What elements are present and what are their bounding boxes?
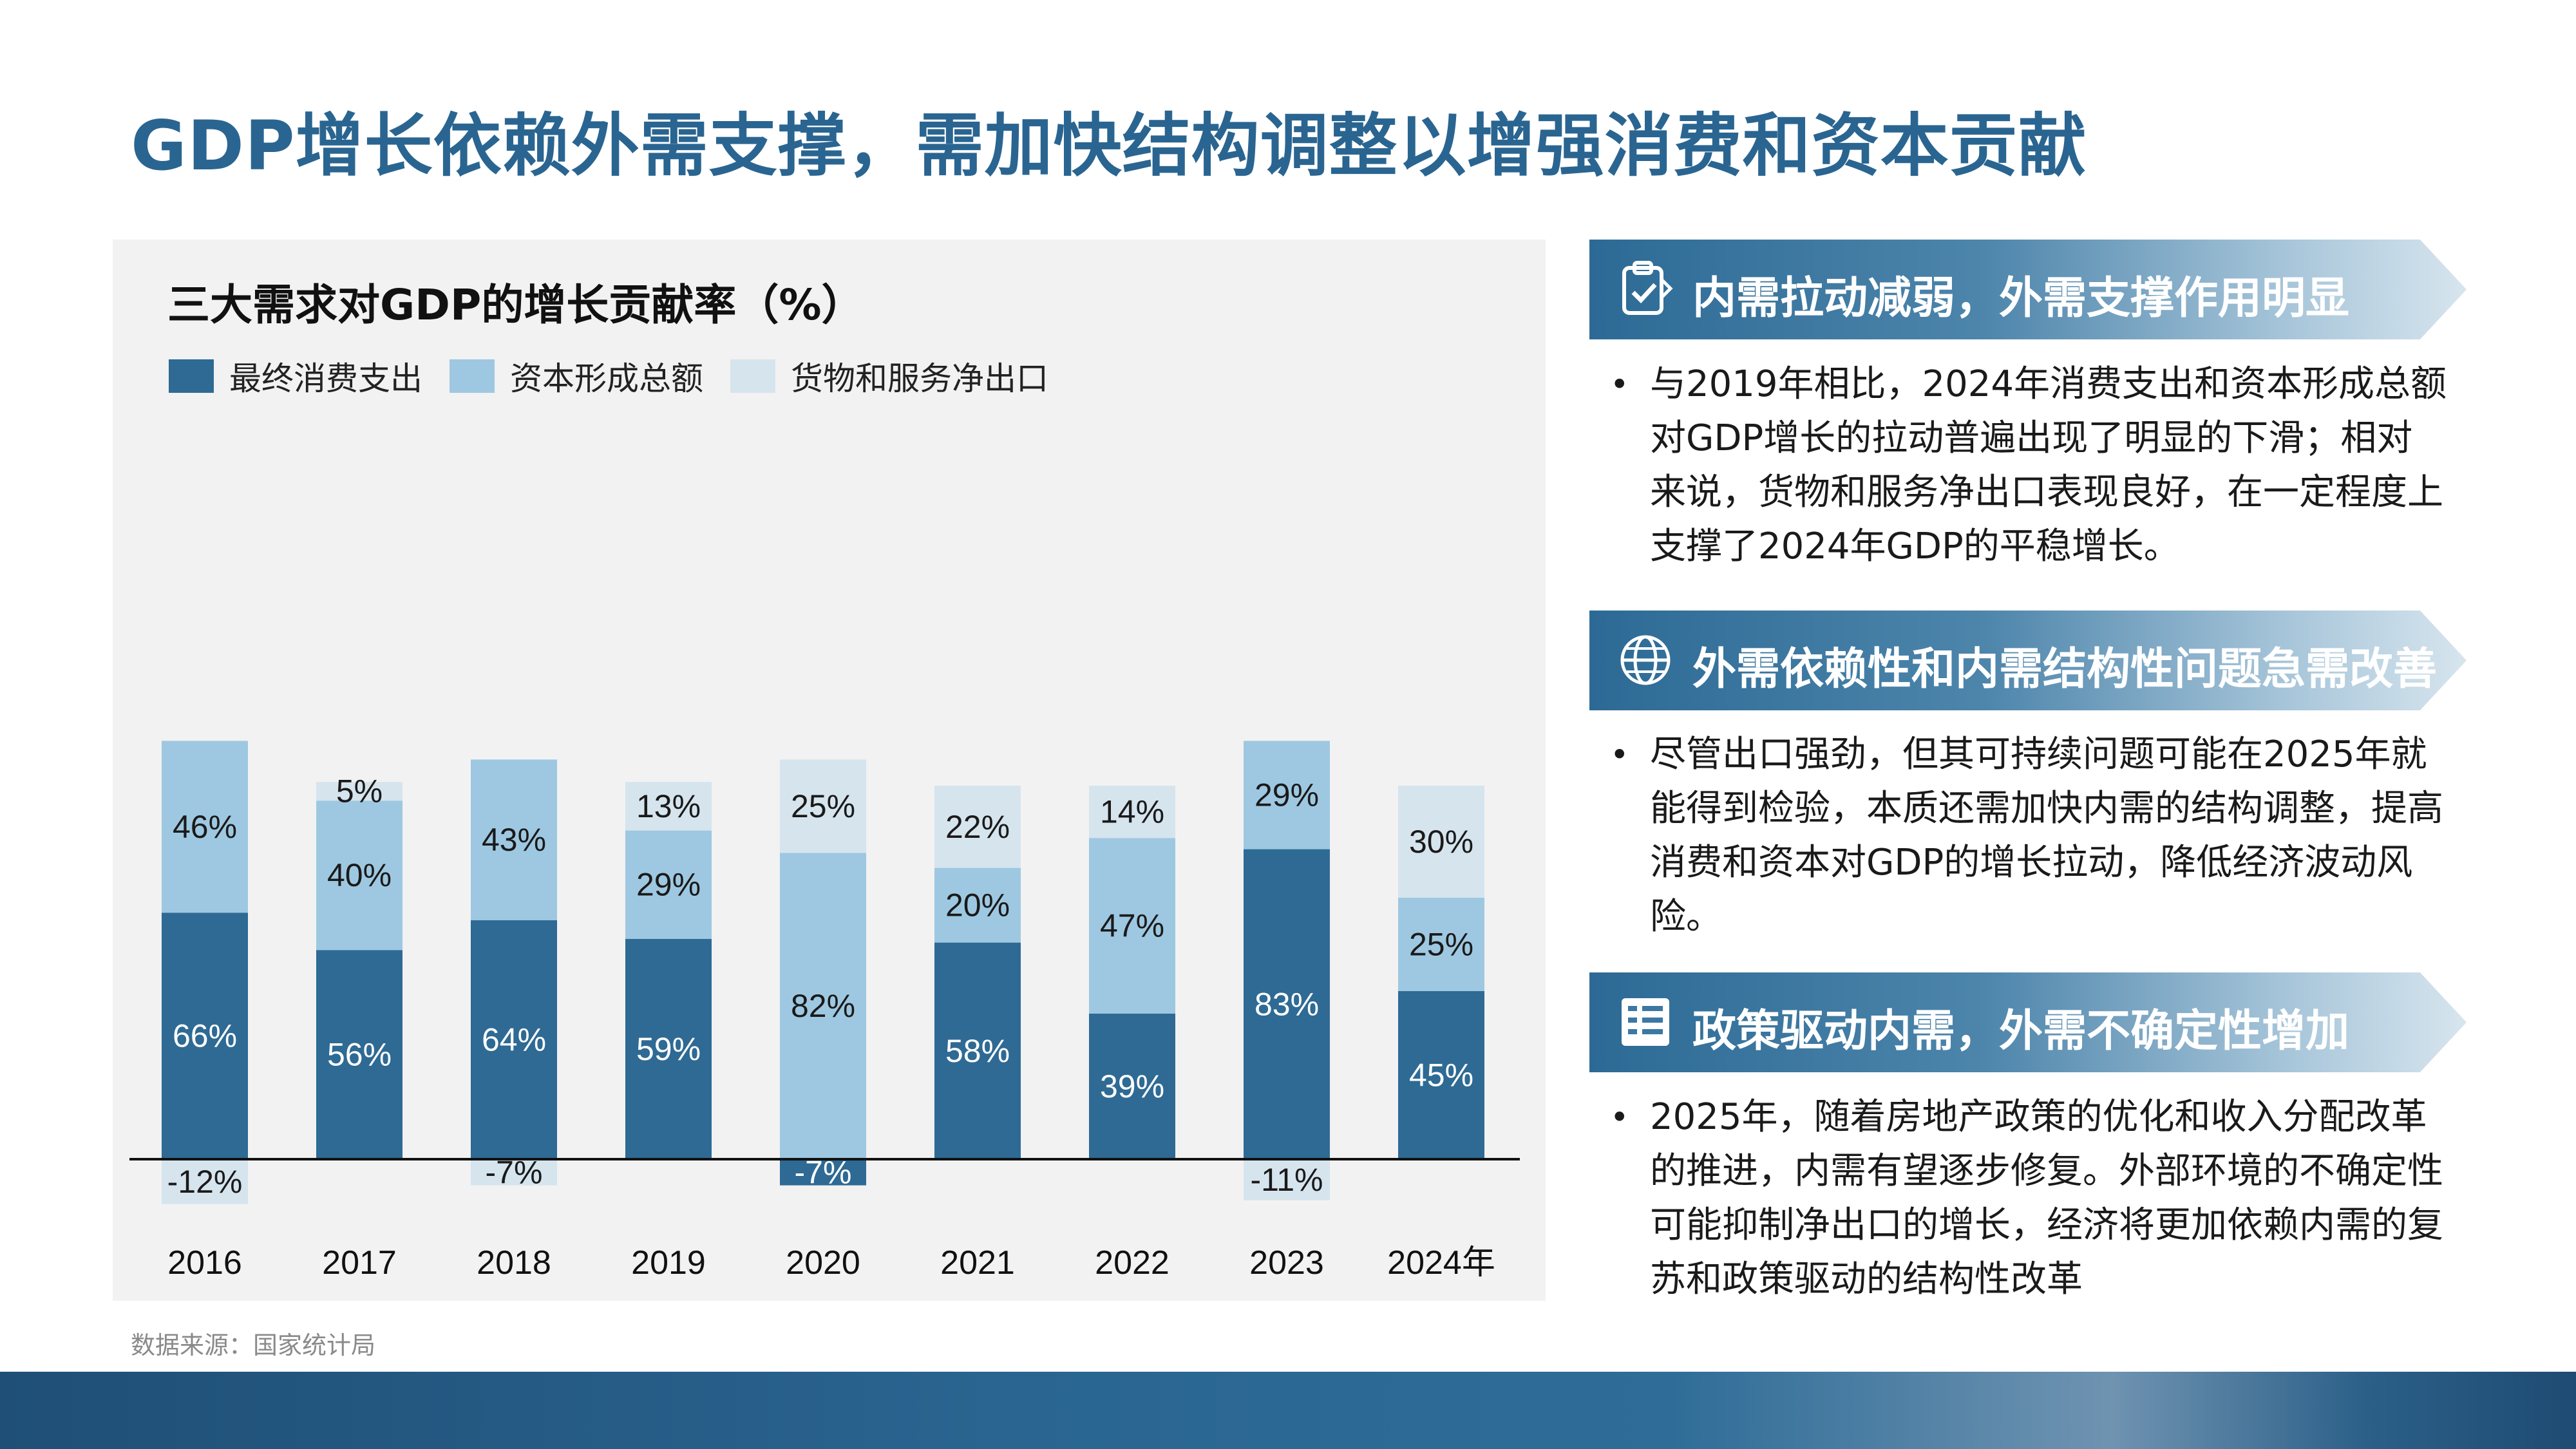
legend-swatch-capital [450,359,495,393]
data-label-2021-1: 20% [945,887,1010,923]
bar-2017-2 [316,782,402,801]
bar-2023-0 [1244,849,1330,1159]
clipboard-check-icon [1622,261,1673,315]
data-label-2018-0: 64% [482,1021,546,1057]
data-label-2016-0: 66% [173,1018,237,1054]
section-text-2: 尽管出口强劲，但其可持续问题可能在2025年就能得到检验，本质还需加快内需的结构… [1650,734,2443,938]
legend-item-net-exports: 货物和服务净出口 [730,353,1048,399]
bar-2017-0 [316,950,402,1159]
bar-2020-1 [780,853,866,1159]
x-tick-label-2018: 2018 [477,1244,551,1282]
bar-2016-2 [162,1159,248,1204]
data-label-2018-1: 43% [482,822,546,858]
bullet-dot: • [1610,366,1629,403]
bar-2022-0 [1089,1013,1175,1159]
data-label-2024年-0: 45% [1409,1057,1473,1094]
x-tick-label-2016: 2016 [167,1244,242,1282]
legend-swatch-net-exports [730,359,775,393]
source-note: 数据来源：国家统计局 [131,1331,376,1359]
legend-item-consumption: 最终消费支出 [169,353,422,399]
legend-label-net-exports: 货物和服务净出口 [791,360,1048,397]
data-label-2019-2: 13% [636,788,701,824]
legend-label-capital: 资本形成总额 [510,360,703,397]
data-label-2017-0: 56% [327,1037,392,1073]
bar-2016-0 [162,913,248,1159]
x-tick-label-2020: 2020 [786,1244,860,1282]
policy-document-icon [1622,998,1669,1046]
section-title-1: 内需拉动减弱，外需支撑作用明显 [1692,273,2350,324]
legend-item-capital: 资本形成总额 [450,353,703,399]
data-label-2017-2: 5% [336,773,383,810]
data-label-2016-1: 46% [173,809,237,845]
data-label-2016-2: -12% [167,1164,243,1200]
data-label-2022-2: 14% [1100,794,1164,830]
bar-2018-1 [471,759,557,920]
data-label-2019-1: 29% [636,867,701,903]
data-label-2021-0: 58% [945,1033,1010,1069]
bar-2019-2 [625,782,712,831]
section-header-2: 外需依赖性和内需结构性问题急需改善 [1589,611,2467,710]
section-text-3: 2025年，随着房地产政策的优化和收入分配改革的推进，内需有望逐步修复。外部环境… [1650,1096,2443,1300]
section-header-3: 政策驱动内需，外需不确定性增加 [1589,972,2467,1072]
footer-band [0,1372,2576,1449]
bullet-dot: • [1610,736,1629,773]
bar-2018-0 [471,920,557,1159]
chart-title: 三大需求对GDP的增长贡献率（%） [167,280,864,330]
bar-2019-1 [625,830,712,939]
bar-2018-2 [471,1159,557,1186]
data-label-2023-1: 29% [1255,777,1319,813]
data-label-2023-2: -11% [1250,1162,1323,1198]
data-label-2020-1: 82% [791,988,855,1024]
section-title-3: 政策驱动内需，外需不确定性增加 [1692,1006,2350,1057]
x-tick-label-2021: 2021 [940,1244,1015,1282]
section-text-1: 与2019年相比，2024年消费支出和资本形成总额对GDP增长的拉动普遍出现了明… [1650,363,2447,567]
x-tick-label-2023: 2023 [1249,1244,1324,1282]
bar-2022-1 [1089,838,1175,1014]
bar-2021-2 [934,786,1021,868]
bar-2021-0 [934,942,1021,1159]
bar-2017-1 [316,800,402,951]
bar-2023-1 [1244,741,1330,849]
bullet-dot: • [1610,1099,1629,1136]
legend-label-consumption: 最终消费支出 [229,360,422,397]
stacked-bar-chart: 66%46%-12%201656%40%5%201764%43%-7%20185… [129,741,1520,1282]
bar-2022-2 [1089,786,1175,838]
section-title-2: 外需依赖性和内需结构性问题急需改善 [1692,644,2438,695]
bar-2024年-1 [1398,898,1484,991]
bar-2021-1 [934,867,1021,943]
x-tick-label-2019: 2019 [631,1244,706,1282]
data-label-2024年-2: 30% [1409,824,1473,860]
bar-2023-2 [1244,1159,1330,1200]
data-label-2021-2: 22% [945,809,1010,845]
legend-swatch-consumption [169,359,214,393]
x-tick-label-2017: 2017 [322,1244,397,1282]
bar-2019-0 [625,938,712,1159]
x-tick-label-2024年: 2024年 [1387,1244,1495,1282]
globe-icon [1620,635,1671,685]
bar-2020-0 [780,1159,866,1186]
data-label-2023-0: 83% [1255,986,1319,1022]
data-label-2022-1: 47% [1100,908,1164,944]
bar-2020-2 [780,759,866,853]
x-tick-label-2022: 2022 [1095,1244,1170,1282]
chart-legend: 最终消费支出 资本形成总额 货物和服务净出口 [169,353,1048,399]
data-label-2020-2: 25% [791,788,855,824]
page-title: GDP增长依赖外需支撑，需加快结构调整以增强消费和资本贡献 [131,106,2087,185]
bar-2024年-2 [1398,786,1484,898]
bar-2016-1 [162,741,248,913]
section-header-1: 内需拉动减弱，外需支撑作用明显 [1589,240,2467,339]
bar-2024年-0 [1398,991,1484,1159]
data-label-2024年-1: 25% [1409,927,1473,963]
data-label-2017-1: 40% [327,857,392,893]
data-label-2022-0: 39% [1100,1068,1164,1104]
data-label-2019-0: 59% [636,1031,701,1067]
